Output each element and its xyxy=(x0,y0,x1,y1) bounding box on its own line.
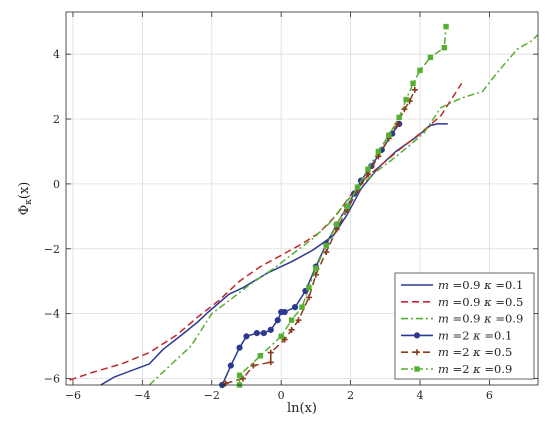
x-tick-label: 0 xyxy=(278,389,285,402)
y-tick-label: 0 xyxy=(53,178,60,191)
series-6-marker xyxy=(236,372,243,378)
series-6-marker xyxy=(410,80,416,87)
series-5-marker xyxy=(323,249,330,256)
series-6-marker xyxy=(344,203,350,210)
series-6-line xyxy=(238,26,447,385)
series-5-marker xyxy=(240,375,246,382)
series-4-marker xyxy=(281,308,288,316)
series-6-marker xyxy=(278,333,284,340)
series-6-marker xyxy=(306,284,312,291)
series-3-line xyxy=(148,34,539,386)
series-6 xyxy=(236,23,449,388)
series-6-marker xyxy=(396,114,402,121)
series-5-marker xyxy=(295,317,302,324)
x-tick-label: 4 xyxy=(417,389,424,402)
series-4-marker xyxy=(260,330,267,337)
series-6-marker xyxy=(288,317,295,323)
series-6-marker xyxy=(417,67,423,74)
series-5-marker xyxy=(267,359,274,366)
y-tick-label: −6 xyxy=(44,373,60,386)
series-5-marker xyxy=(281,336,288,343)
y-tick-label: −4 xyxy=(44,308,60,321)
series-5-marker xyxy=(333,226,340,233)
x-axis-label: ln(x) xyxy=(287,401,317,416)
series-6-marker xyxy=(334,221,340,228)
series-6-marker xyxy=(257,353,264,359)
series-6-marker xyxy=(299,304,305,310)
series-4-marker xyxy=(243,333,250,340)
series-6-marker xyxy=(403,96,409,103)
legend-marker xyxy=(413,332,421,339)
series-6-marker xyxy=(386,132,392,138)
series-6-marker xyxy=(365,166,371,173)
series-3 xyxy=(148,34,539,386)
y-axis-label-group: Φκ(x) xyxy=(17,182,34,216)
x-tick-label: −6 xyxy=(65,389,81,402)
legend-entry-label: m =2 κ =0.1 xyxy=(438,328,512,342)
series-layer xyxy=(69,23,539,389)
series-6-marker xyxy=(313,265,319,271)
y-tick-label: 4 xyxy=(53,48,60,61)
series-6-marker xyxy=(323,242,329,249)
legend-entry-label: m =2 κ =0.5 xyxy=(438,345,512,359)
grid xyxy=(66,12,538,385)
series-4-marker xyxy=(253,330,260,337)
series-5-marker xyxy=(305,294,312,301)
x-tick-label: −2 xyxy=(204,389,220,402)
series-4-marker xyxy=(291,304,299,311)
legend-marker xyxy=(414,366,420,372)
series-4-marker xyxy=(236,344,243,351)
y-axis-label: Φκ(x) xyxy=(17,182,34,216)
legend-box xyxy=(394,272,535,380)
legend-entry-label: m =0.9 κ =0.1 xyxy=(438,278,523,292)
series-5-marker xyxy=(288,326,295,333)
legend-entry-label: m =0.9 κ =0.9 xyxy=(438,312,523,326)
x-tick-label: −4 xyxy=(134,389,150,402)
legend-marker xyxy=(414,349,420,356)
legend: m =0.9 κ =0.1 m =0.9 κ =0.5 m =0.9 κ =0.9 m… xyxy=(394,272,535,380)
series-2 xyxy=(69,82,463,381)
series-5-marker xyxy=(267,349,274,356)
legend-entry-label: m =2 κ =0.9 xyxy=(438,362,512,376)
series-5-marker xyxy=(250,362,257,369)
series-6-marker xyxy=(427,54,434,61)
series-5-marker xyxy=(364,171,371,178)
x-tick-label: 2 xyxy=(347,389,354,402)
series-6-marker xyxy=(441,44,447,51)
series-6-marker xyxy=(354,184,361,190)
y-tick-label: 2 xyxy=(53,113,60,126)
legend-entry-label: m =0.9 κ =0.5 xyxy=(438,295,523,309)
ticks: −6 −4 −2 0 2 4 6 −6 −4 −2 0 2 4 xyxy=(44,12,538,402)
series-5-marker xyxy=(411,86,418,93)
series-2-line xyxy=(69,82,463,381)
y-tick-label: −2 xyxy=(44,243,60,256)
series-6-marker xyxy=(443,23,449,30)
series-6-marker xyxy=(375,148,382,155)
series-4-marker xyxy=(267,326,274,333)
series-4-marker xyxy=(227,362,234,369)
plot-frame xyxy=(65,11,539,386)
x-tick-label: 6 xyxy=(486,389,493,402)
series-4-marker xyxy=(274,317,281,324)
